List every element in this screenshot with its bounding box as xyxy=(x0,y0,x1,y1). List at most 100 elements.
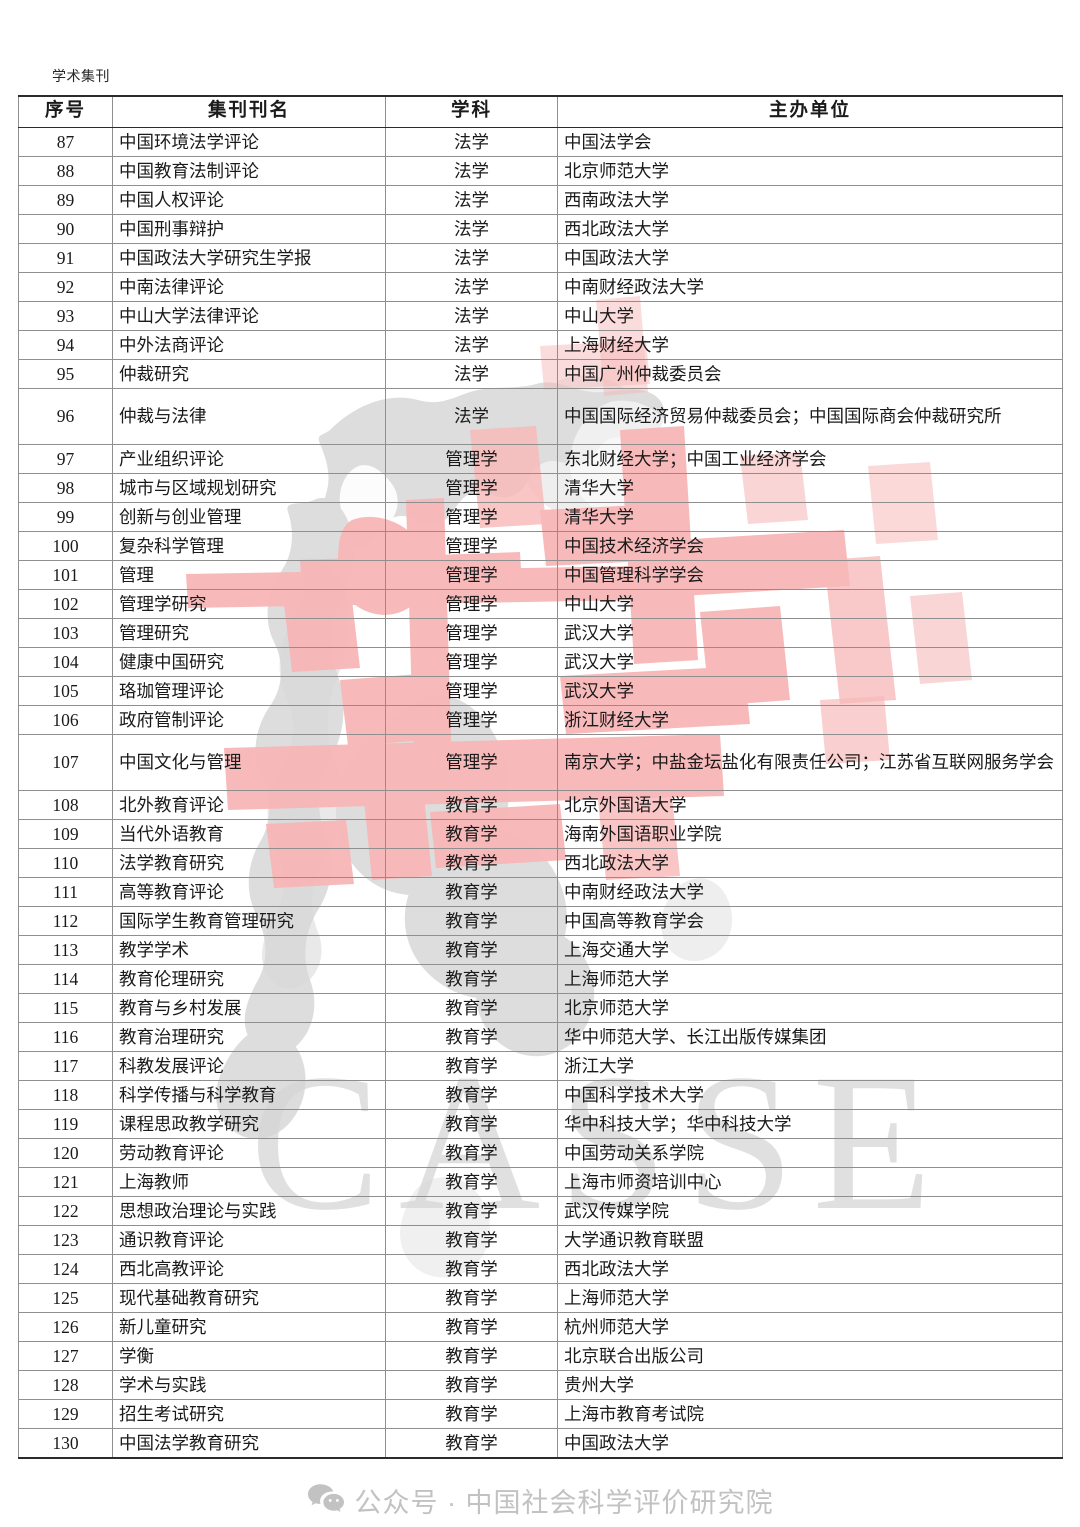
cell-disc: 教育学 xyxy=(385,790,558,820)
cell-no: 129 xyxy=(18,1399,113,1429)
cell-name: 中外法商评论 xyxy=(112,330,386,360)
cell-no: 112 xyxy=(18,906,113,936)
cell-name: 中国刑事辩护 xyxy=(112,214,386,244)
cell-no: 88 xyxy=(18,156,113,186)
cell-disc: 教育学 xyxy=(385,1428,558,1459)
cell-disc: 管理学 xyxy=(385,444,558,474)
cell-org: 武汉大学 xyxy=(557,647,1063,677)
cell-org: 中国政法大学 xyxy=(557,243,1063,273)
cell-name: 教育伦理研究 xyxy=(112,964,386,994)
table-row: 125 现代基础教育研究 教育学 上海师范大学 xyxy=(18,1283,1063,1313)
cell-name: 复杂科学管理 xyxy=(112,531,386,561)
cell-no: 123 xyxy=(18,1225,113,1255)
cell-org: 北京师范大学 xyxy=(557,993,1063,1023)
table-row: 127 学衡 教育学 北京联合出版公司 xyxy=(18,1341,1063,1371)
cell-name: 管理 xyxy=(112,560,386,590)
cell-no: 103 xyxy=(18,618,113,648)
cell-org: 西南政法大学 xyxy=(557,185,1063,215)
table-row: 98 城市与区域规划研究 管理学 清华大学 xyxy=(18,473,1063,503)
cell-name: 北外教育评论 xyxy=(112,790,386,820)
cell-org: 西北政法大学 xyxy=(557,214,1063,244)
cell-org: 上海交通大学 xyxy=(557,935,1063,965)
cell-disc: 管理学 xyxy=(385,734,558,791)
cell-org: 清华大学 xyxy=(557,473,1063,503)
cell-no: 110 xyxy=(18,848,113,878)
table-row: 129 招生考试研究 教育学 上海市教育考试院 xyxy=(18,1399,1063,1429)
cell-no: 99 xyxy=(18,502,113,532)
cell-name: 城市与区域规划研究 xyxy=(112,473,386,503)
cell-org: 北京师范大学 xyxy=(557,156,1063,186)
cell-name: 教学学术 xyxy=(112,935,386,965)
table-row: 111 高等教育评论 教育学 中南财经政法大学 xyxy=(18,877,1063,907)
cell-name: 中国环境法学评论 xyxy=(112,127,386,157)
table-row: 97 产业组织评论 管理学 东北财经大学；中国工业经济学会 xyxy=(18,444,1063,474)
cell-no: 118 xyxy=(18,1080,113,1110)
table-row: 108 北外教育评论 教育学 北京外国语大学 xyxy=(18,790,1063,820)
cell-no: 105 xyxy=(18,676,113,706)
cell-no: 101 xyxy=(18,560,113,590)
table-row: 126 新儿童研究 教育学 杭州师范大学 xyxy=(18,1312,1063,1342)
cell-name: 中国人权评论 xyxy=(112,185,386,215)
table-row: 102 管理学研究 管理学 中山大学 xyxy=(18,589,1063,619)
cell-name: 中国教育法制评论 xyxy=(112,156,386,186)
table-row: 118 科学传播与科学教育 教育学 中国科学技术大学 xyxy=(18,1080,1063,1110)
cell-no: 115 xyxy=(18,993,113,1023)
table-row: 90 中国刑事辩护 法学 西北政法大学 xyxy=(18,214,1063,244)
cell-no: 89 xyxy=(18,185,113,215)
cell-org: 上海市教育考试院 xyxy=(557,1399,1063,1429)
sheet-label: 学术集刊 xyxy=(52,70,110,85)
table-row: 94 中外法商评论 法学 上海财经大学 xyxy=(18,330,1063,360)
cell-disc: 教育学 xyxy=(385,1312,558,1342)
cell-no: 126 xyxy=(18,1312,113,1342)
table-row: 99 创新与创业管理 管理学 清华大学 xyxy=(18,502,1063,532)
table-row: 91 中国政法大学研究生学报 法学 中国政法大学 xyxy=(18,243,1063,273)
cell-name: 产业组织评论 xyxy=(112,444,386,474)
cell-org: 北京联合出版公司 xyxy=(557,1341,1063,1371)
table-row: 107 中国文化与管理 管理学 南京大学；中盐金坛盐化有限责任公司；江苏省互联网服务学… xyxy=(18,734,1063,791)
table-row: 122 思想政治理论与实践 教育学 武汉传媒学院 xyxy=(18,1196,1063,1226)
cell-no: 94 xyxy=(18,330,113,360)
column-header-no: 序号 xyxy=(18,95,113,128)
cell-disc: 管理学 xyxy=(385,502,558,532)
table-row: 92 中南法律评论 法学 中南财经政法大学 xyxy=(18,272,1063,302)
cell-disc: 管理学 xyxy=(385,618,558,648)
footer-credit-text: 公众号 · 中国社会科学评价研究院 xyxy=(354,1488,774,1518)
wechat-icon xyxy=(307,1483,345,1518)
cell-disc: 教育学 xyxy=(385,1167,558,1197)
cell-no: 128 xyxy=(18,1370,113,1400)
table-row: 110 法学教育研究 教育学 西北政法大学 xyxy=(18,848,1063,878)
table-row: 106 政府管制评论 管理学 浙江财经大学 xyxy=(18,705,1063,735)
cell-org: 清华大学 xyxy=(557,502,1063,532)
cell-org: 大学通识教育联盟 xyxy=(557,1225,1063,1255)
cell-name: 政府管制评论 xyxy=(112,705,386,735)
cell-disc: 教育学 xyxy=(385,1196,558,1226)
cell-no: 127 xyxy=(18,1341,113,1371)
cell-disc: 教育学 xyxy=(385,964,558,994)
table-row: 100 复杂科学管理 管理学 中国技术经济学会 xyxy=(18,531,1063,561)
cell-org: 南京大学；中盐金坛盐化有限责任公司；江苏省互联网服务学会 xyxy=(557,734,1063,791)
cell-org: 中国国际经济贸易仲裁委员会；中国国际商会仲裁研究所 xyxy=(557,388,1063,445)
cell-no: 92 xyxy=(18,272,113,302)
cell-org: 上海师范大学 xyxy=(557,1283,1063,1313)
table-row: 120 劳动教育评论 教育学 中国劳动关系学院 xyxy=(18,1138,1063,1168)
cell-name: 中国政法大学研究生学报 xyxy=(112,243,386,273)
cell-org: 中山大学 xyxy=(557,301,1063,331)
cell-name: 中国法学教育研究 xyxy=(112,1428,386,1459)
cell-disc: 教育学 xyxy=(385,1399,558,1429)
cell-no: 124 xyxy=(18,1254,113,1284)
cell-no: 113 xyxy=(18,935,113,965)
table-row: 88 中国教育法制评论 法学 北京师范大学 xyxy=(18,156,1063,186)
cell-org: 北京外国语大学 xyxy=(557,790,1063,820)
cell-no: 122 xyxy=(18,1196,113,1226)
cell-disc: 教育学 xyxy=(385,1283,558,1313)
cell-no: 106 xyxy=(18,705,113,735)
table-row: 121 上海教师 教育学 上海市师资培训中心 xyxy=(18,1167,1063,1197)
cell-no: 90 xyxy=(18,214,113,244)
cell-name: 上海教师 xyxy=(112,1167,386,1197)
cell-no: 104 xyxy=(18,647,113,677)
cell-org: 西北政法大学 xyxy=(557,848,1063,878)
cell-disc: 法学 xyxy=(385,330,558,360)
cell-no: 100 xyxy=(18,531,113,561)
cell-disc: 管理学 xyxy=(385,676,558,706)
cell-org: 中南财经政法大学 xyxy=(557,272,1063,302)
